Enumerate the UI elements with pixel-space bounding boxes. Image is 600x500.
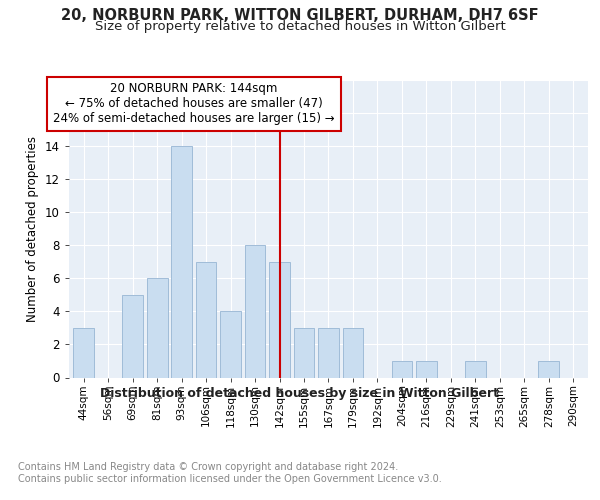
Text: Distribution of detached houses by size in Witton Gilbert: Distribution of detached houses by size … xyxy=(101,388,499,400)
Bar xyxy=(245,246,265,378)
Bar xyxy=(122,295,143,378)
Bar xyxy=(171,146,192,378)
Bar xyxy=(318,328,339,378)
Text: Contains HM Land Registry data © Crown copyright and database right 2024.
Contai: Contains HM Land Registry data © Crown c… xyxy=(18,462,442,484)
Bar xyxy=(73,328,94,378)
Text: Size of property relative to detached houses in Witton Gilbert: Size of property relative to detached ho… xyxy=(95,20,505,33)
Text: 20, NORBURN PARK, WITTON GILBERT, DURHAM, DH7 6SF: 20, NORBURN PARK, WITTON GILBERT, DURHAM… xyxy=(61,8,539,22)
Bar xyxy=(416,361,437,378)
Bar xyxy=(147,278,167,378)
Bar xyxy=(293,328,314,378)
Bar xyxy=(392,361,412,378)
Y-axis label: Number of detached properties: Number of detached properties xyxy=(26,136,40,322)
Text: 20 NORBURN PARK: 144sqm
← 75% of detached houses are smaller (47)
24% of semi-de: 20 NORBURN PARK: 144sqm ← 75% of detache… xyxy=(53,82,335,126)
Bar xyxy=(538,361,559,378)
Bar xyxy=(196,262,217,378)
Bar xyxy=(343,328,364,378)
Bar xyxy=(269,262,290,378)
Bar xyxy=(220,312,241,378)
Bar xyxy=(465,361,486,378)
